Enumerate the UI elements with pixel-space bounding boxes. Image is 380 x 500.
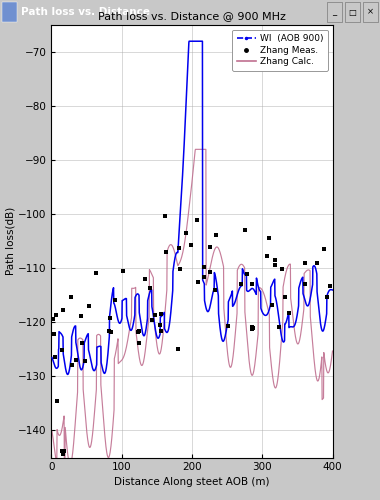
Point [82, 356, 88, 364]
Text: Path loss vs. Distance: Path loss vs. Distance [21, 6, 150, 16]
Point [194, 216, 200, 224]
Point [59, 346, 65, 354]
Point [61, 447, 67, 455]
Point [120, 268, 126, 276]
Point [212, 286, 218, 294]
Point [52, 353, 58, 361]
Point [51, 330, 57, 338]
Point [73, 356, 79, 364]
Point [92, 269, 98, 277]
Point [142, 274, 148, 282]
Bar [327, 2, 342, 22]
Point [188, 240, 194, 248]
Text: □: □ [348, 8, 356, 16]
Point [108, 328, 114, 336]
Point [54, 397, 60, 405]
Point [249, 280, 255, 287]
Point [158, 310, 164, 318]
Point [149, 316, 155, 324]
Point [163, 248, 169, 256]
Point [136, 338, 142, 346]
Point [276, 322, 282, 330]
Point [60, 450, 66, 458]
Point [314, 258, 320, 266]
Point [70, 362, 76, 370]
Point [201, 262, 207, 270]
Point [177, 266, 183, 274]
Point [106, 327, 112, 335]
Text: _: _ [332, 8, 337, 16]
Point [264, 252, 270, 260]
Point [207, 268, 213, 276]
Point [106, 314, 112, 322]
Bar [345, 2, 360, 22]
Point [249, 324, 255, 332]
Point [50, 315, 56, 323]
Point [135, 328, 141, 336]
Point [238, 280, 244, 288]
Point [282, 292, 288, 300]
Bar [363, 2, 378, 22]
Point [136, 326, 142, 334]
Point [244, 270, 250, 278]
Point [272, 261, 279, 269]
Point [86, 302, 92, 310]
Point [59, 447, 65, 455]
Y-axis label: Path loss(dB): Path loss(dB) [5, 207, 15, 276]
Point [285, 310, 291, 318]
Point [213, 231, 219, 239]
Point [68, 293, 74, 301]
Point [225, 322, 231, 330]
Point [324, 293, 330, 301]
Point [60, 306, 66, 314]
Legend: WI  (AOB 900), Zhang Meas., Zhang Calc.: WI (AOB 900), Zhang Meas., Zhang Calc. [232, 30, 328, 71]
Point [147, 284, 153, 292]
Point [152, 311, 158, 319]
Point [183, 229, 189, 237]
Point [112, 296, 118, 304]
Point [163, 212, 169, 220]
Point [302, 280, 308, 288]
Point [176, 244, 182, 252]
Point [242, 226, 248, 234]
Bar [2, 2, 17, 22]
Point [158, 326, 164, 334]
Point [272, 256, 278, 264]
Point [58, 464, 64, 471]
Text: ×: × [367, 8, 374, 16]
Title: Path loss vs. Distance @ 900 MHz: Path loss vs. Distance @ 900 MHz [98, 12, 286, 22]
Point [250, 324, 256, 332]
Point [269, 301, 275, 309]
Point [195, 278, 201, 286]
Point [207, 243, 213, 251]
Point [249, 325, 255, 333]
Point [201, 273, 207, 281]
Point [53, 311, 59, 319]
Point [266, 234, 272, 241]
Point [175, 346, 181, 354]
Point [321, 246, 328, 254]
Point [157, 322, 163, 330]
Point [279, 265, 285, 273]
Point [302, 259, 308, 267]
Point [79, 339, 85, 347]
Point [327, 282, 333, 290]
X-axis label: Distance Along steet AOB (m): Distance Along steet AOB (m) [114, 476, 270, 486]
Point [78, 312, 84, 320]
